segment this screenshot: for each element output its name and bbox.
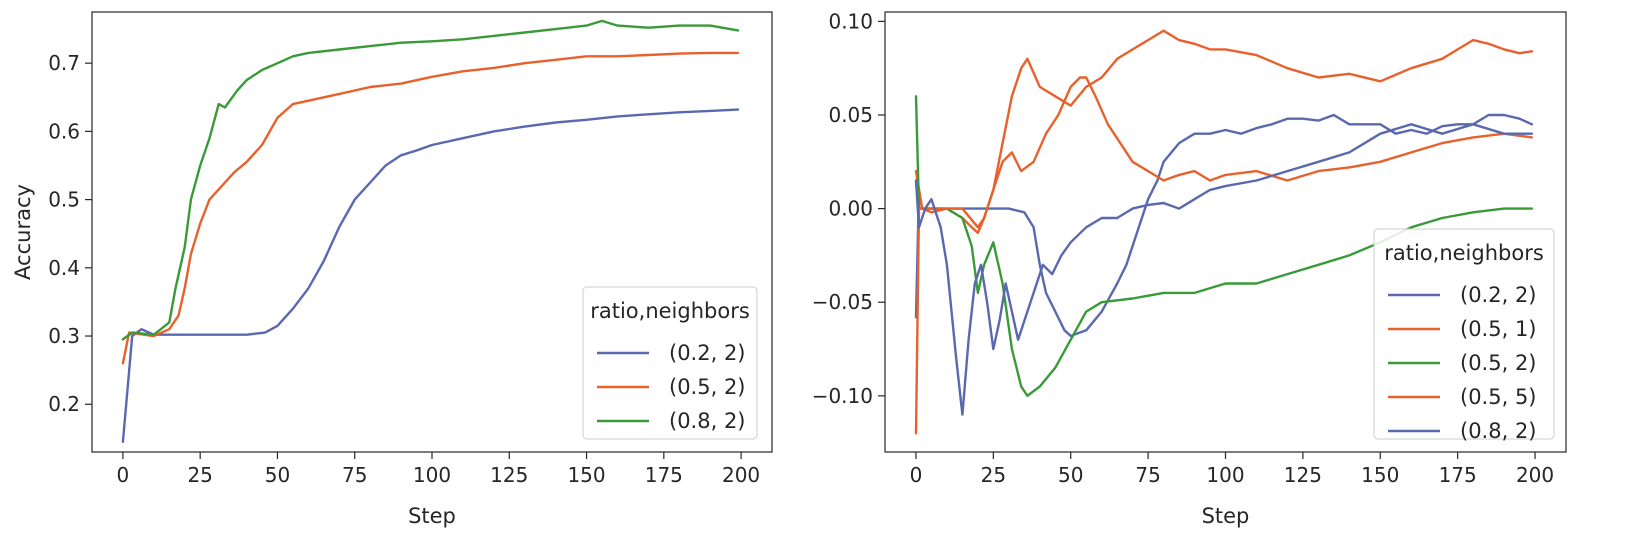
legend-title: ratio,neighbors	[590, 299, 750, 323]
x-tick-label: 0	[910, 463, 923, 487]
y-tick-label: 0.10	[828, 9, 873, 33]
x-tick-label: 75	[342, 463, 367, 487]
legend-label: (0.8, 2)	[1460, 419, 1537, 443]
x-tick-label: 200	[722, 463, 760, 487]
x-tick-label: 175	[645, 463, 683, 487]
legend-label: (0.5, 5)	[1460, 385, 1537, 409]
legend-box	[582, 286, 758, 440]
legend-label: (0.5, 2)	[669, 375, 746, 399]
legend-label: (0.5, 1)	[1460, 317, 1537, 341]
x-tick-label: 50	[1058, 463, 1083, 487]
x-tick-label: 125	[1284, 463, 1322, 487]
series-line-1	[121, 108, 740, 443]
chart-2: 0 25 50 75 100 125 150 175 200 −0.10 −0.05 0.00 0.05…	[812, 9, 1567, 528]
x-tick-label: 50	[265, 463, 290, 487]
x-tick-label: 175	[1439, 463, 1477, 487]
x-tick-label: 25	[187, 463, 212, 487]
legend: ratio,neighbors (0.2, 2) (0.5, 1) (0.5, 2) (…	[1373, 228, 1555, 443]
series-line-2	[121, 51, 740, 365]
series-line-4	[914, 29, 1534, 435]
chart-1: 0 25 50 75 100 125 150 175 200 0.2 0.3 0.4 0.5 0.6 0.7…	[11, 11, 773, 528]
legend: ratio,neighbors (0.2, 2) (0.5, 2) (0.8, 2)	[582, 286, 758, 440]
x-tick-label: 200	[1516, 463, 1554, 487]
x-tick-label: 0	[117, 463, 130, 487]
x-tick-label: 150	[567, 463, 605, 487]
legend-label: (0.2, 2)	[669, 341, 746, 365]
y-tick-label: −0.10	[812, 384, 873, 408]
legend-box	[1373, 228, 1555, 440]
x-tick-label: 150	[1361, 463, 1399, 487]
legend-label: (0.8, 2)	[669, 409, 746, 433]
series-line-3	[121, 19, 740, 341]
x-axis-label: Step	[1202, 504, 1250, 528]
y-tick-label: 0.5	[48, 188, 80, 212]
x-tick-label: 100	[413, 463, 451, 487]
y-tick-label: 0.2	[48, 392, 80, 416]
y-tick-label: 0.4	[48, 256, 80, 280]
x-tick-label: 25	[981, 463, 1006, 487]
y-tick-label: 0.00	[828, 197, 873, 221]
x-tick-label: 75	[1135, 463, 1160, 487]
x-tick-label: 100	[1206, 463, 1244, 487]
series-line-5	[914, 123, 1534, 416]
x-axis-label: Step	[408, 504, 456, 528]
y-tick-label: 0.7	[48, 51, 80, 75]
y-tick-label: 0.6	[48, 119, 80, 143]
series-line-2	[914, 76, 1534, 235]
y-tick-label: −0.05	[812, 290, 873, 314]
legend-title: ratio,neighbors	[1384, 241, 1544, 265]
y-tick-label: 0.3	[48, 324, 80, 348]
series-line-1	[914, 113, 1534, 338]
legend-label: (0.2, 2)	[1460, 283, 1537, 307]
x-tick-label: 125	[490, 463, 528, 487]
legend-label: (0.5, 2)	[1460, 351, 1537, 375]
y-axis-label: Accuracy	[11, 184, 35, 280]
y-tick-label: 0.05	[828, 103, 873, 127]
